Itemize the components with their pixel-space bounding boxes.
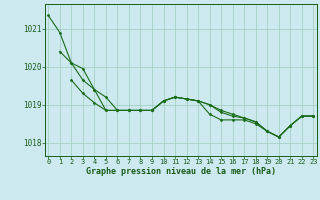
X-axis label: Graphe pression niveau de la mer (hPa): Graphe pression niveau de la mer (hPa)	[86, 167, 276, 176]
